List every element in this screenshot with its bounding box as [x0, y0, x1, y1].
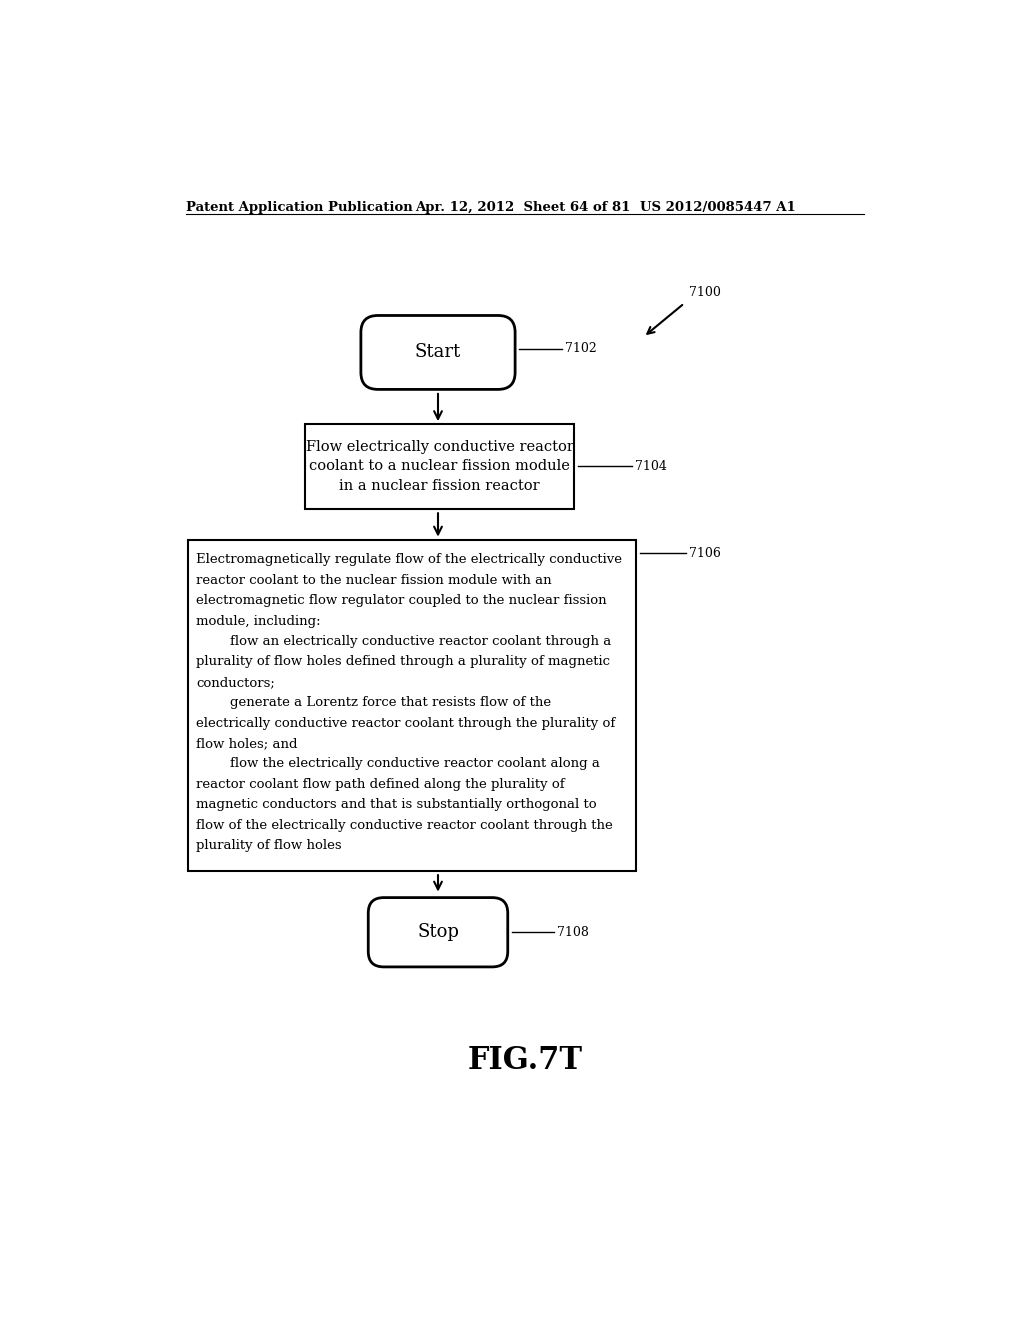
- Text: 7102: 7102: [565, 342, 597, 355]
- FancyBboxPatch shape: [369, 898, 508, 966]
- Text: plurality of flow holes defined through a plurality of magnetic: plurality of flow holes defined through …: [197, 656, 610, 668]
- Bar: [305, 424, 574, 508]
- Text: 7104: 7104: [635, 459, 667, 473]
- Text: Start: Start: [415, 343, 461, 362]
- Text: Electromagnetically regulate flow of the electrically conductive: Electromagnetically regulate flow of the…: [197, 553, 623, 566]
- Text: electrically conductive reactor coolant through the plurality of: electrically conductive reactor coolant …: [197, 717, 615, 730]
- Text: reactor coolant flow path defined along the plurality of: reactor coolant flow path defined along …: [197, 777, 565, 791]
- Text: Patent Application Publication: Patent Application Publication: [186, 201, 413, 214]
- Text: flow holes; and: flow holes; and: [197, 737, 298, 750]
- Text: Apr. 12, 2012  Sheet 64 of 81: Apr. 12, 2012 Sheet 64 of 81: [415, 201, 630, 214]
- Text: 7108: 7108: [557, 925, 589, 939]
- Text: plurality of flow holes: plurality of flow holes: [197, 840, 342, 853]
- Text: Flow electrically conductive reactor
coolant to a nuclear fission module
in a nu: Flow electrically conductive reactor coo…: [305, 440, 573, 492]
- FancyBboxPatch shape: [360, 315, 515, 389]
- Text: 7106: 7106: [689, 546, 721, 560]
- Text: FIG.7T: FIG.7T: [467, 1045, 583, 1076]
- Text: US 2012/0085447 A1: US 2012/0085447 A1: [640, 201, 796, 214]
- Text: flow of the electrically conductive reactor coolant through the: flow of the electrically conductive reac…: [197, 818, 613, 832]
- Text: generate a Lorentz force that resists flow of the: generate a Lorentz force that resists fl…: [197, 696, 551, 709]
- Bar: [188, 540, 636, 871]
- Text: conductors;: conductors;: [197, 676, 275, 689]
- Text: magnetic conductors and that is substantially orthogonal to: magnetic conductors and that is substant…: [197, 799, 597, 812]
- Text: flow the electrically conductive reactor coolant along a: flow the electrically conductive reactor…: [197, 758, 600, 771]
- Text: electromagnetic flow regulator coupled to the nuclear fission: electromagnetic flow regulator coupled t…: [197, 594, 607, 607]
- Text: Stop: Stop: [417, 923, 459, 941]
- Text: flow an electrically conductive reactor coolant through a: flow an electrically conductive reactor …: [197, 635, 611, 648]
- Text: reactor coolant to the nuclear fission module with an: reactor coolant to the nuclear fission m…: [197, 574, 552, 587]
- Text: module, including:: module, including:: [197, 615, 321, 627]
- Text: 7100: 7100: [689, 285, 721, 298]
